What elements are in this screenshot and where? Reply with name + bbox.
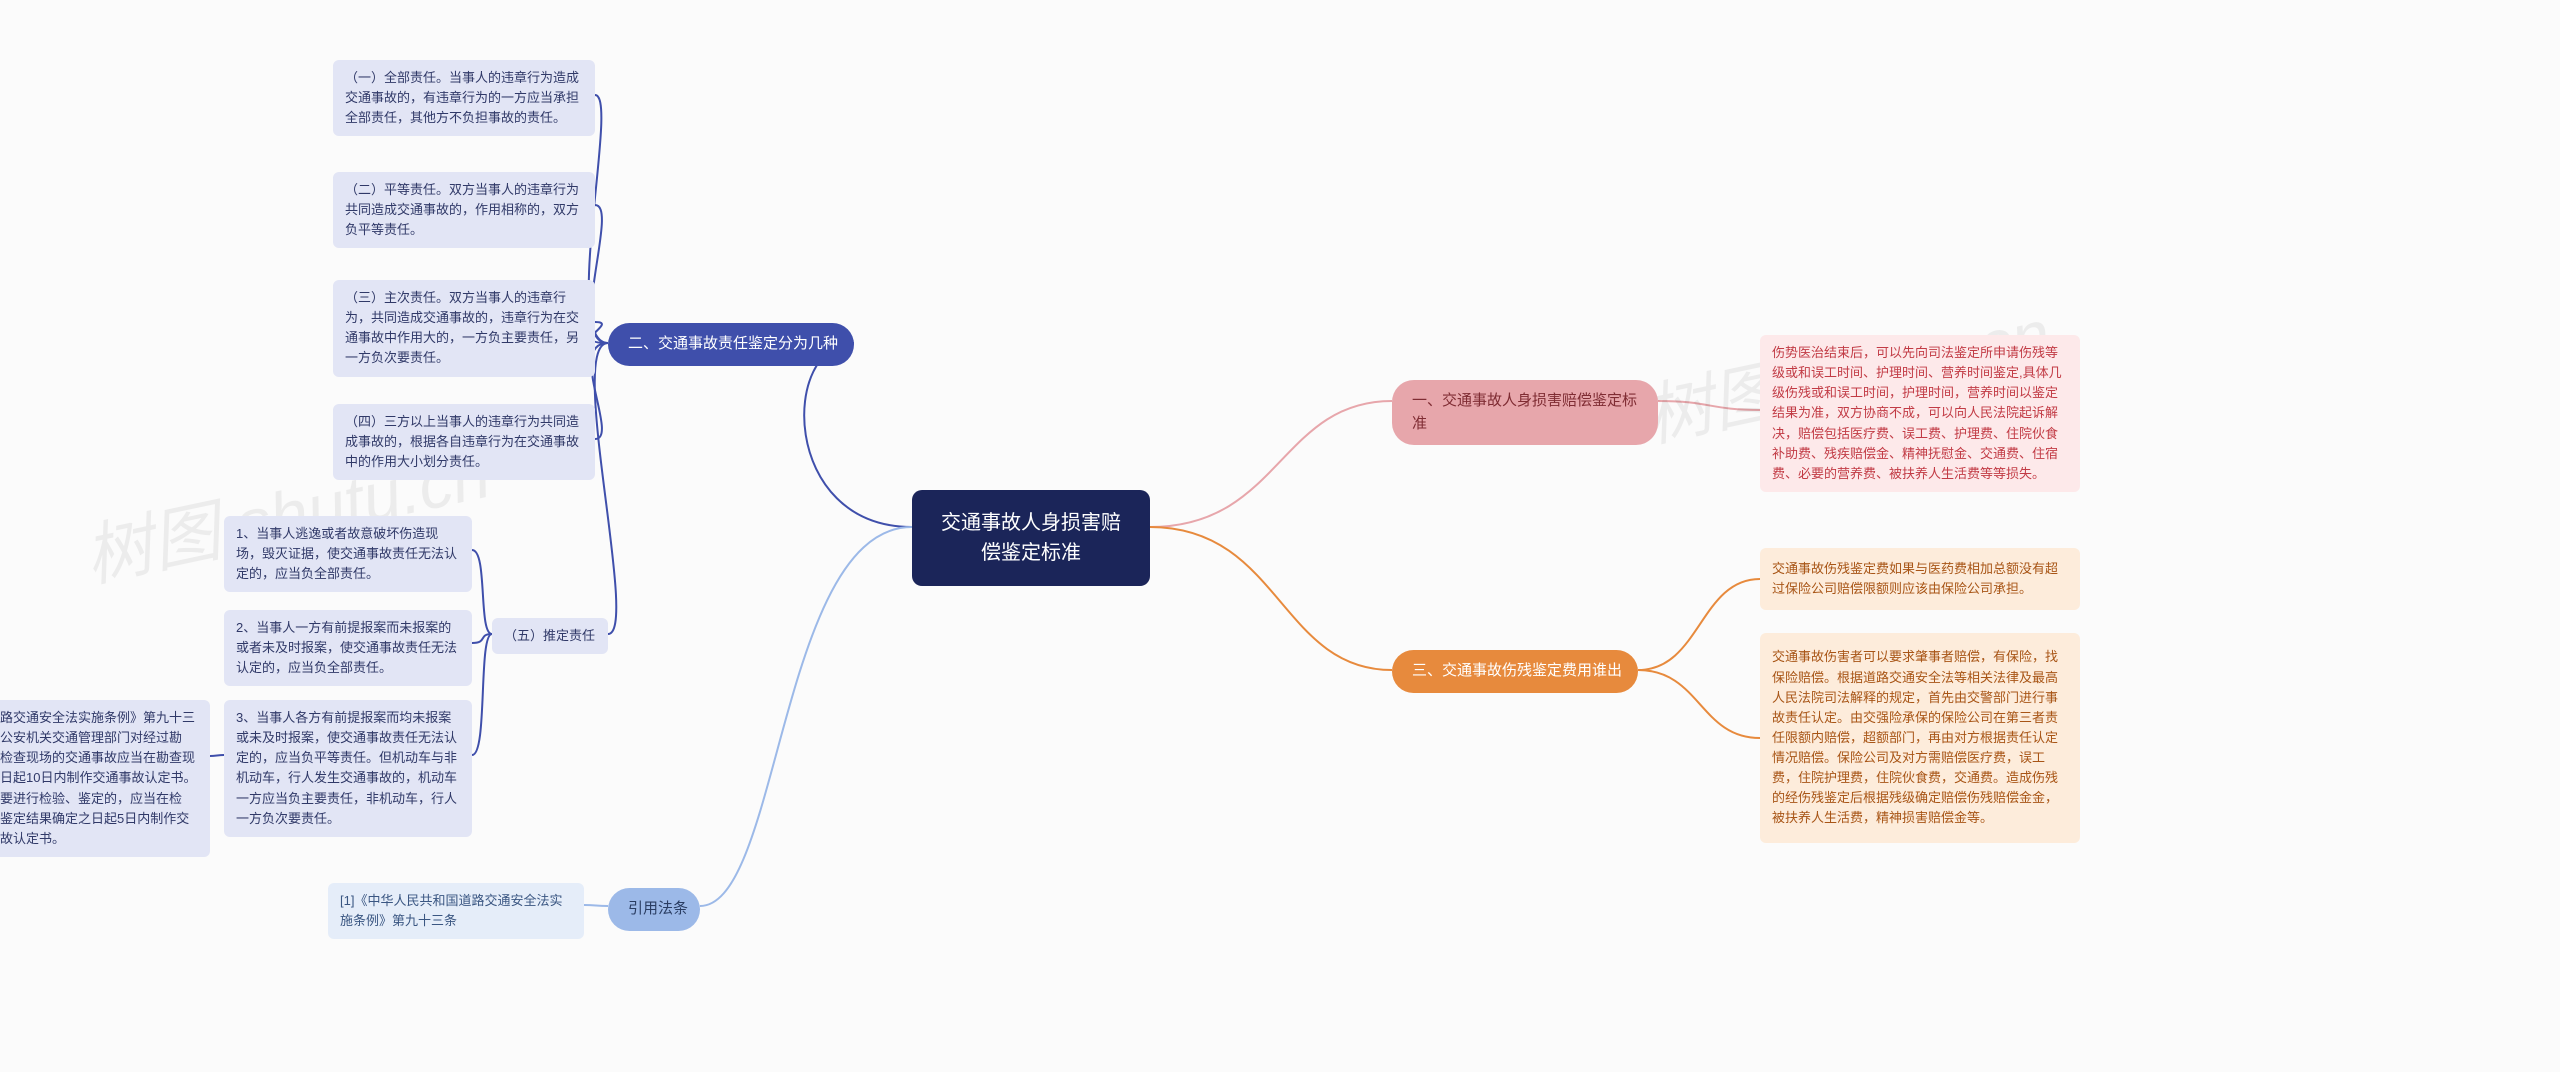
branch-1[interactable]: 一、交通事故人身损害赔偿鉴定标准 [1392,380,1658,445]
branch-4[interactable]: 引用法条 [608,888,700,931]
branch-2-child-4: （四）三方以上当事人的违章行为共同造成事故的，根据各自违章行为在交通事故中的作用… [333,404,595,480]
branch-3-child-1: 交通事故伤残鉴定费如果与医药费相加总额没有超过保险公司赔偿限额则应该由保险公司承… [1760,548,2080,610]
branch-2-child-5[interactable]: （五）推定责任 [492,618,608,654]
branch-2-child-2: （二）平等责任。双方当事人的违章行为共同造成交通事故的，作用相称的，双方负平等责… [333,172,595,248]
c5-child-1: 1、当事人逃逸或者故意破坏伤造现场，毁灭证据，使交通事故责任无法认定的，应当负全… [224,516,472,592]
c5-child-2: 2、当事人一方有前提报案而未报案的或者未及时报案，使交通事故责任无法认定的，应当… [224,610,472,686]
branch-4-leaf: [1]《中华人民共和国道路交通安全法实施条例》第九十三条 [328,883,584,939]
branch-3-child-2: 交通事故伤害者可以要求肇事者赔偿，有保险，找保险赔偿。根据道路交通安全法等相关法… [1760,633,2080,843]
root-node[interactable]: 交通事故人身损害赔偿鉴定标准 [912,490,1150,586]
branch-2[interactable]: 二、交通事故责任鉴定分为几种 [608,323,854,366]
branch-3[interactable]: 三、交通事故伤残鉴定费用谁出 [1392,650,1638,693]
d3-leaf: 《道路交通安全法实施条例》第九十三条：公安机关交通管理部门对经过勘验、检查现场的… [0,700,210,857]
branch-2-child-3: （三）主次责任。双方当事人的违章行为，共同造成交通事故的，违章行为在交通事故中作… [333,280,595,377]
branch-2-child-1: （一）全部责任。当事人的违章行为造成交通事故的，有违章行为的一方应当承担全部责任… [333,60,595,136]
branch-1-leaf: 伤势医治结束后，可以先向司法鉴定所申请伤残等级或和误工时间、护理时间、营养时间鉴… [1760,335,2080,492]
c5-child-3: 3、当事人各方有前提报案而均未报案或未及时报案，使交通事故责任无法认定的，应当负… [224,700,472,837]
